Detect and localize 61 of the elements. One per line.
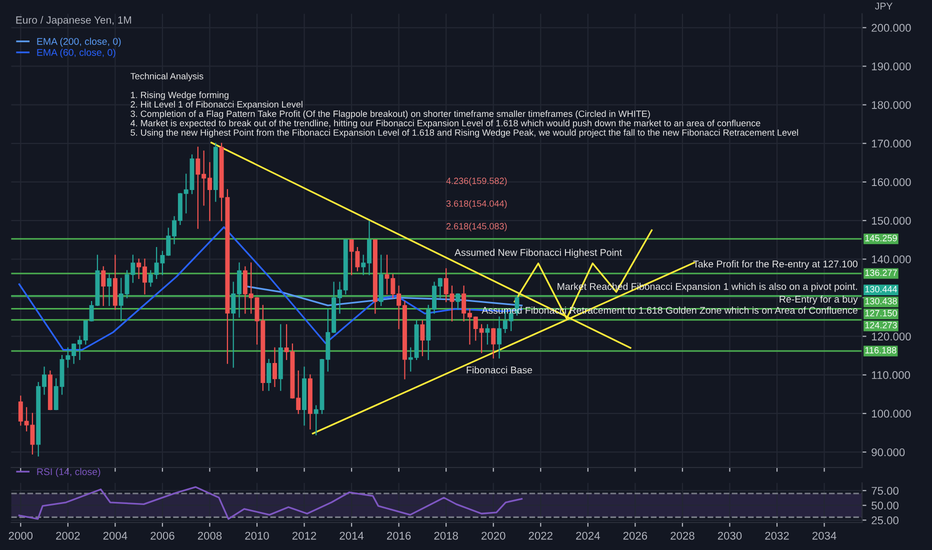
x-tick-label: 2034 bbox=[812, 532, 836, 540]
x-tick-label: 2032 bbox=[765, 532, 789, 540]
y-tick-label: 25.00 bbox=[872, 516, 898, 524]
annotation: Technical Analysis 1. Rising Wedge forming 2. Hit Level 1 of Fibonacci Expansion Level 3. Completion of a Flag Pattern Take Profit (Of the Flagpole breakout) on shorter timeframe smaller timeframes (Circled in WHITE) 4. Market is expected to break out of the trendline, hitting our Fibonacci Expansion Level of 1.618 which would push down the market to an area of confluence 5. Using the new Highest Point from the Fibonacci Expansion Level of 1.618 and Rising Wedge Peak, we would project the fall to the new Fibonacci Retracement Level bbox=[130, 72, 798, 138]
x-tick-label: 2026 bbox=[623, 532, 648, 540]
y-tick-label: 100.000 bbox=[872, 410, 911, 418]
x-tick-label: 2014 bbox=[340, 532, 364, 540]
annotation: 4.236(159.582) bbox=[446, 177, 507, 186]
ref-line-label: 127.150 bbox=[865, 310, 897, 316]
annotation: Fibonacci Base bbox=[466, 366, 532, 374]
x-tick-label: 2016 bbox=[387, 532, 411, 540]
x-tick-label: 2006 bbox=[150, 532, 174, 540]
candlestick bbox=[420, 320, 425, 356]
y-tick-label: 75.00 bbox=[872, 486, 898, 495]
y-tick-label: 110.000 bbox=[872, 371, 910, 380]
candlestick bbox=[107, 274, 112, 306]
y-tick-label: 150.000 bbox=[872, 216, 911, 225]
x-tick-label: 2012 bbox=[292, 532, 316, 540]
candlestick bbox=[272, 347, 277, 388]
candlestick bbox=[485, 324, 490, 345]
x-tick-label: 2002 bbox=[56, 532, 80, 540]
annotation: 2.618(145.083) bbox=[446, 222, 507, 232]
candlestick bbox=[491, 328, 496, 358]
y-tick-label: 120.000 bbox=[872, 332, 911, 340]
y-tick-label: 160.000 bbox=[872, 178, 911, 186]
chart-title: Euro / Japanese Yen, 1M bbox=[16, 16, 131, 26]
ref-line-label: 124.273 bbox=[865, 322, 897, 328]
x-tick-label: 2024 bbox=[576, 532, 600, 540]
y-tick-label: 50.00 bbox=[872, 502, 898, 510]
candlestick bbox=[101, 266, 106, 306]
x-tick-label: 2028 bbox=[670, 532, 694, 540]
y-tick-label: 170.000 bbox=[872, 140, 911, 148]
candlestick bbox=[456, 293, 460, 310]
ref-line-label: 130.444 bbox=[865, 286, 898, 292]
legend-label: RSI (14, close) bbox=[37, 468, 100, 478]
x-tick-label: 2004 bbox=[103, 532, 128, 540]
y-tick-label: 200.000 bbox=[872, 24, 911, 32]
x-tick-label: 2010 bbox=[245, 532, 269, 540]
x-tick-label: 2022 bbox=[528, 532, 552, 540]
ref-line-label: 130.438 bbox=[865, 298, 897, 304]
y-tick-label: 180.000 bbox=[872, 101, 911, 109]
x-tick-label: 2020 bbox=[482, 532, 506, 540]
ref-line-label: 136.277 bbox=[865, 270, 897, 276]
ref-line-label: 116.188 bbox=[865, 347, 896, 354]
x-tick-label: 2018 bbox=[434, 532, 458, 540]
line-series bbox=[18, 486, 523, 520]
x-tick-label: 2000 bbox=[8, 532, 33, 540]
candlestick bbox=[266, 358, 272, 391]
ref-line-label: 145.259 bbox=[865, 234, 897, 242]
y-tick-label: 140.000 bbox=[872, 255, 911, 264]
annotation: Assumed New Fibonacci Highest Point bbox=[454, 248, 622, 258]
y-tick-label: 90.000 bbox=[872, 448, 905, 456]
text: EMA (60, close, 0) bbox=[37, 48, 116, 58]
y-axis-title: JPY bbox=[875, 2, 892, 10]
annotation: 3.618(154.044) bbox=[446, 200, 507, 209]
y-tick-label: 190.000 bbox=[872, 62, 911, 70]
x-tick-label: 2030 bbox=[718, 532, 742, 540]
text: EMA (200, close, 0) bbox=[37, 38, 121, 47]
annotation: Take Profit for the Re-entry at 127.100 bbox=[693, 260, 858, 270]
x-tick-label: 2008 bbox=[198, 532, 222, 540]
annotation: Re-Entry for a buy bbox=[780, 295, 858, 305]
